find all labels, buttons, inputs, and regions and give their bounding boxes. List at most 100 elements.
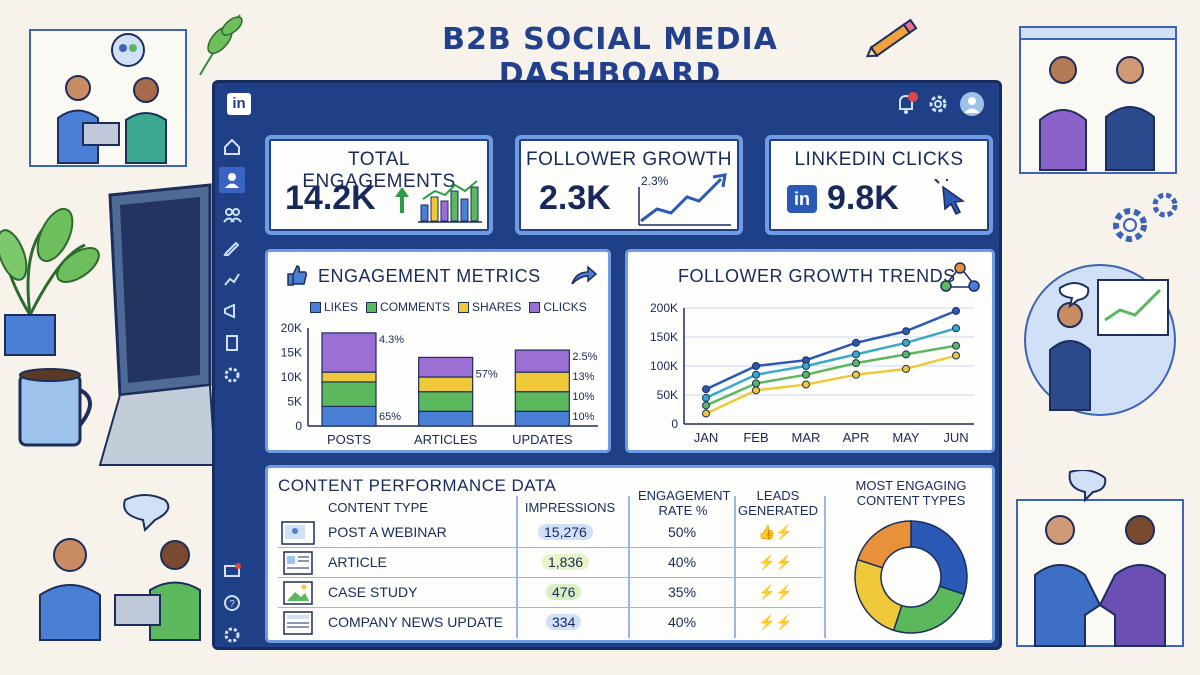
cell-type: CASE STUDY [328, 584, 418, 600]
table-row[interactable]: ARTICLE 1,836 40% ⚡⚡ [278, 548, 823, 578]
cell-type: ARTICLE [328, 554, 387, 570]
follower-growth-panel: FOLLOWER GROWTH TRENDS 0 50K 100K 150K 200K J… [625, 249, 995, 453]
y-tick-label: 20K [281, 322, 302, 335]
document-icon[interactable] [222, 333, 242, 353]
avatar[interactable] [959, 91, 985, 117]
x-tick-label: ARTICLES [414, 432, 478, 447]
gear-icon[interactable] [222, 365, 242, 385]
news-icon [283, 611, 313, 635]
mail-icon[interactable] [222, 561, 242, 581]
series-line [705, 309, 957, 391]
y-tick-label: 10K [281, 370, 302, 384]
data-label: 57% [476, 368, 498, 380]
table-row[interactable]: CASE STUDY 476 35% ⚡⚡ [278, 578, 823, 608]
kpi-title: TOTAL ENGAGEMENTS [302, 149, 456, 192]
cell-leads: ⚡⚡ [758, 614, 793, 630]
linkedin-badge-icon: in [787, 185, 817, 213]
follower-line-chart: 0 50K 100K 150K 200K JAN FEB MAR APR MAY JUN [650, 301, 974, 445]
panel-title: ENGAGEMENT METRICS [318, 266, 541, 286]
kpi-linkedin-clicks: LINKEDIN CLICKS in 9.8K [765, 135, 993, 235]
help-icon[interactable]: ? [222, 593, 242, 613]
legend-shares: SHARES [458, 300, 521, 314]
data-point [802, 370, 810, 379]
analytics-icon[interactable] [222, 269, 242, 289]
pencil-icon [865, 18, 918, 58]
kpi-total-engagements: TOTAL ENGAGEMENTS 14.2K [265, 135, 493, 235]
data-point [752, 370, 760, 379]
data-point [952, 306, 960, 315]
bar-segment [321, 332, 377, 373]
svg-text:?: ? [229, 599, 235, 610]
home-icon[interactable] [222, 137, 242, 157]
settings-gear-icon[interactable] [222, 625, 242, 645]
data-label: 13% [572, 371, 594, 383]
x-tick-label: MAR [792, 430, 821, 445]
cursor-icon [934, 179, 966, 216]
edit-icon[interactable] [222, 237, 242, 257]
x-tick-label: APR [843, 430, 870, 445]
data-point [702, 385, 710, 394]
header-leads: LEADS GENERATED [738, 488, 818, 518]
data-point [952, 341, 960, 350]
image-icon [283, 581, 313, 605]
article-icon [283, 551, 313, 575]
x-tick-label: MAY [892, 430, 920, 445]
cell-rate: 40% [668, 554, 697, 570]
y-tick-label: 0 [671, 417, 678, 431]
cell-type: POST A WEBINAR [328, 524, 447, 540]
trend-up-icon [395, 187, 409, 213]
laptop-plant-mug-illustration [0, 183, 215, 466]
content-performance-panel: CONTENT PERFORMANCE DATA CONTENT TYPE IM… [265, 465, 995, 643]
legend-comments: COMMENTS [366, 300, 450, 314]
team-meeting-illustration [29, 29, 187, 167]
series-line [705, 354, 957, 415]
bar-segment [418, 410, 474, 427]
share-arrows-icon [571, 265, 598, 285]
network-icon[interactable] [222, 205, 242, 225]
data-label: 65% [379, 411, 401, 423]
table-row[interactable]: POST A WEBINAR 15,276 50% 👍⚡ [278, 518, 823, 548]
kpi-title: LINKEDIN CLICKS [794, 149, 964, 170]
x-tick-label: POSTS [327, 432, 371, 447]
bell-icon[interactable] [893, 91, 919, 117]
video-icon [281, 521, 315, 545]
cell-leads: ⚡⚡ [758, 584, 793, 600]
y-tick-label: 150K [650, 330, 678, 344]
leaf-illustration [199, 14, 243, 76]
donut-slice [910, 520, 968, 596]
data-point [702, 393, 710, 402]
table-title: CONTENT PERFORMANCE DATA [278, 476, 557, 495]
series-line [705, 344, 957, 407]
kpi-value: 2.3K [539, 179, 611, 217]
y-tick-label: 5K [287, 395, 302, 409]
data-point [902, 364, 910, 373]
donut-title: MOST ENGAGING CONTENT TYPES [855, 478, 967, 508]
y-tick-label: 50K [657, 388, 678, 402]
kpi-follower-growth: FOLLOWER GROWTH 2.3K 2.3% [515, 135, 743, 235]
network-people-icon [940, 262, 980, 292]
engagement-bar-chart: 0 5K 10K 15K 20K POSTS 4.3% 65% ARTICLES 57% UPDAT… [281, 322, 598, 447]
cell-leads: ⚡⚡ [758, 554, 793, 570]
x-tick-label: JUN [943, 430, 968, 445]
header-content-type: CONTENT TYPE [328, 500, 428, 515]
data-point [702, 401, 710, 410]
donut-slice [856, 520, 912, 569]
legend-likes: LIKES [310, 300, 358, 314]
thumbs-up-icon [287, 265, 308, 286]
profile-icon[interactable] [219, 167, 245, 193]
bar-segment [514, 371, 570, 393]
data-label: 4.3% [379, 334, 404, 346]
bar-segment [514, 410, 570, 427]
data-label: 10% [572, 391, 594, 403]
cell-impressions: 476 [546, 584, 582, 600]
x-tick-label: JAN [694, 430, 719, 445]
data-point [752, 362, 760, 370]
donut-slice [854, 558, 903, 632]
engagement-metrics-panel: ENGAGEMENT METRICS LIKES COMMENTS SHARES… [265, 249, 611, 453]
remote-work-illustration [39, 494, 201, 641]
megaphone-icon[interactable] [222, 301, 242, 321]
linkedin-logo[interactable]: in [227, 93, 251, 115]
table-row[interactable]: COMPANY NEWS UPDATE 334 40% ⚡⚡ [278, 608, 823, 638]
settings-icon[interactable] [925, 91, 951, 117]
data-label: 2.5% [572, 351, 597, 363]
